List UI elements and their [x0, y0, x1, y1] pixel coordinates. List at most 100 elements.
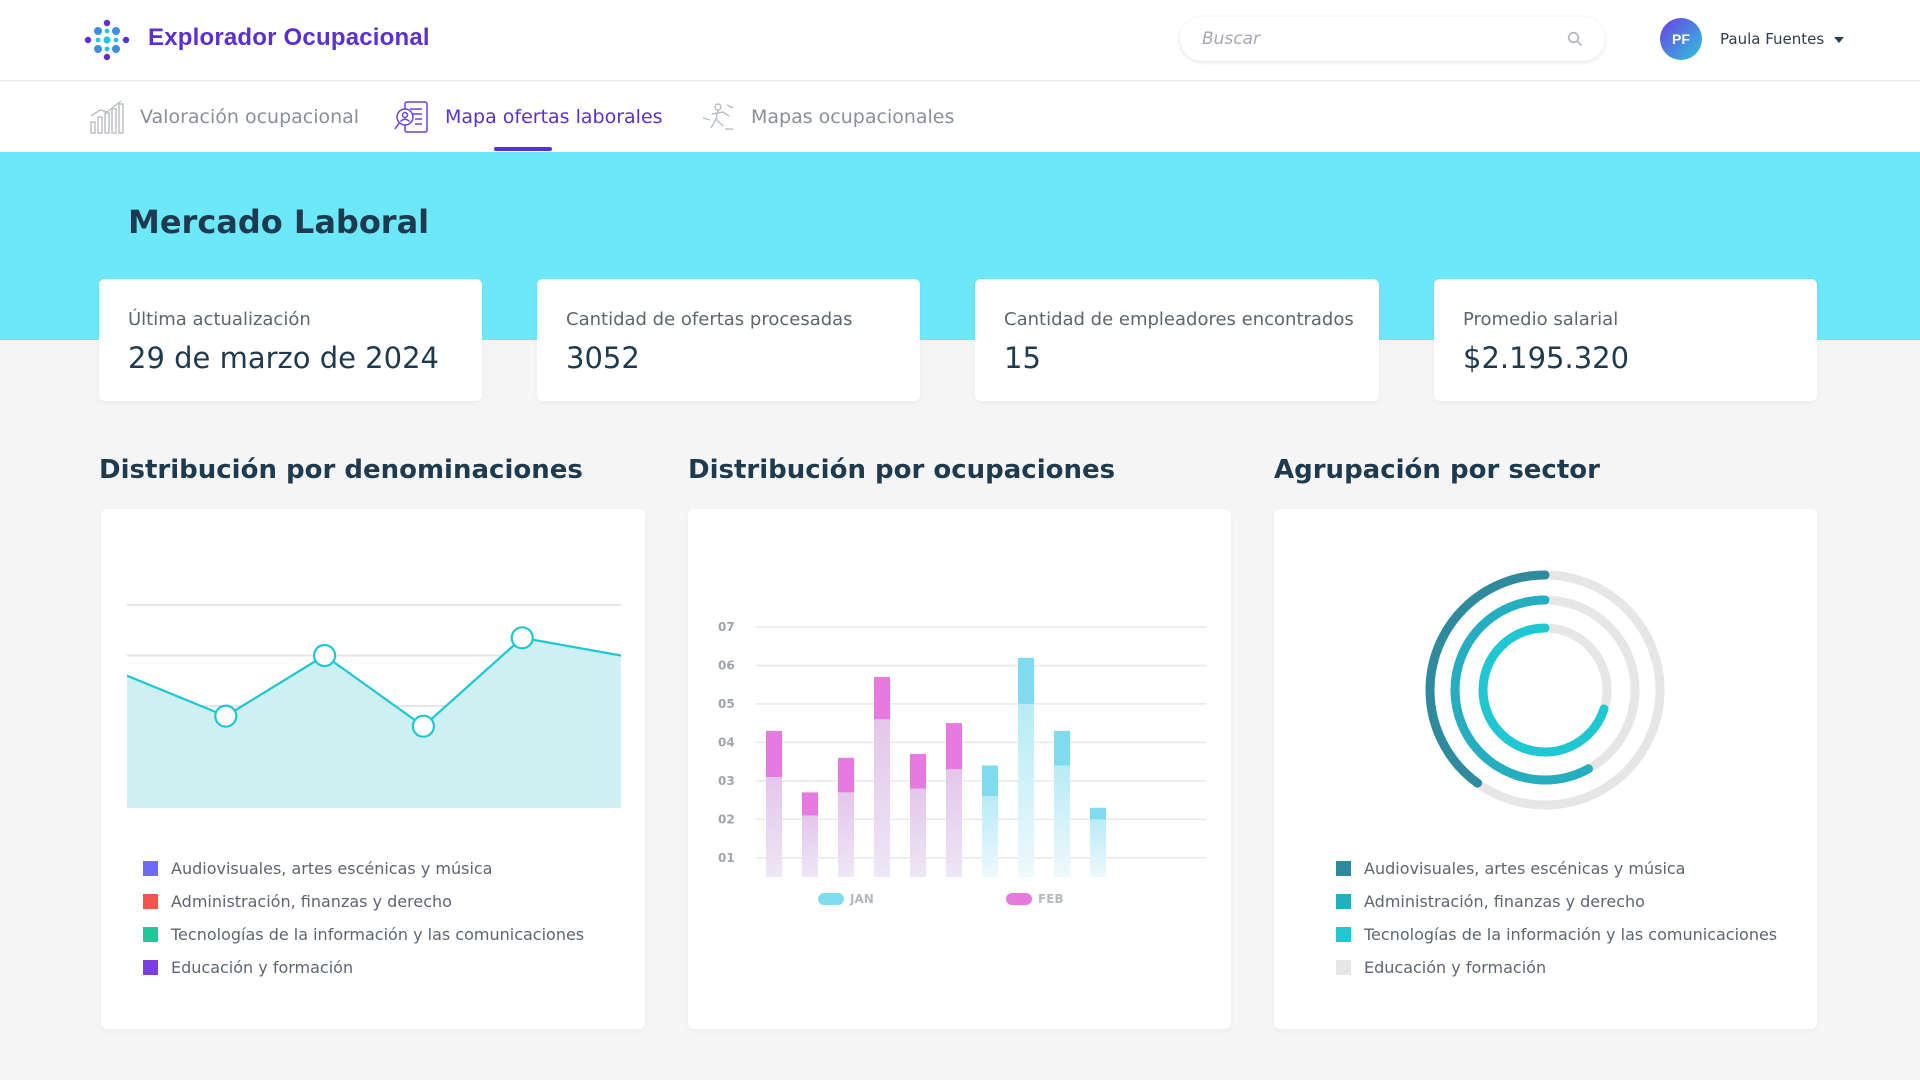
bar-segment-top[interactable]: [1018, 657, 1034, 704]
tab-label: Valoración ocupacional: [140, 106, 360, 128]
legend-swatch: [143, 894, 158, 909]
occupational-map-icon: [702, 103, 734, 130]
bar-segment-base[interactable]: [766, 777, 782, 877]
data-point[interactable]: [214, 704, 238, 728]
bar-segment-top[interactable]: [838, 757, 854, 793]
bar-segment-top[interactable]: [1054, 730, 1070, 766]
legend-swatch: [1336, 894, 1351, 909]
kpi-value: 29 de marzo de 2024: [128, 341, 439, 375]
card-ocupaciones: 01 02 03 04 05 06 07 JAN FEB: [688, 509, 1231, 1029]
user-name[interactable]: Paula Fuentes: [1720, 30, 1825, 48]
kpi-card-last-update: Última actualización 29 de marzo de 2024: [99, 279, 482, 401]
app-logo-icon[interactable]: [82, 18, 132, 62]
sector-legend-item[interactable]: Educación y formación: [1336, 951, 1777, 984]
legend-swatch: [1336, 927, 1351, 942]
bar-segment-top[interactable]: [802, 792, 818, 816]
bar-segment-base[interactable]: [910, 788, 926, 877]
ring-arc[interactable]: [1450, 595, 1640, 785]
bar-chart[interactable]: 01 02 03 04 05 06 07 JAN FEB: [718, 609, 1208, 929]
legend-label: Tecnologías de la información y las comu…: [1364, 925, 1778, 944]
ring-arc[interactable]: [1478, 623, 1612, 757]
sector-legend-item[interactable]: Audiovisuales, artes escénicas y música: [1336, 852, 1777, 885]
denominaciones-legend-item[interactable]: Administración, finanzas y derecho: [143, 885, 584, 918]
y-tick-label: 03: [718, 774, 735, 788]
data-point[interactable]: [313, 643, 337, 668]
tab-label: Mapa ofertas laborales: [445, 106, 663, 128]
legend-swatch: [143, 861, 158, 876]
legend-label: Administración, finanzas y derecho: [1364, 892, 1645, 911]
area-fill: [127, 637, 621, 807]
section-title-sector: Agrupación por sector: [1274, 455, 1600, 485]
legend-label: Audiovisuales, artes escénicas y música: [1364, 859, 1686, 878]
kpi-label: Cantidad de ofertas procesadas: [566, 309, 853, 330]
bar-segment-base[interactable]: [838, 792, 854, 877]
denominaciones-legend-item[interactable]: Audiovisuales, artes escénicas y música: [143, 852, 584, 885]
bar-segment-top[interactable]: [982, 765, 998, 797]
active-tab-indicator: [494, 147, 552, 151]
data-point[interactable]: [510, 626, 534, 650]
bar-segment-base[interactable]: [874, 719, 890, 877]
bar-segment-base[interactable]: [946, 769, 962, 877]
legend-swatch: [1336, 861, 1351, 876]
search-input[interactable]: [1202, 17, 1542, 61]
y-tick-label: 07: [718, 620, 735, 634]
kpi-value: 3052: [566, 341, 640, 375]
bar-segment-top[interactable]: [766, 730, 782, 777]
bar-segment-top[interactable]: [874, 677, 890, 720]
kpi-card-offers: Cantidad de ofertas procesadas 3052: [537, 279, 920, 401]
ring-arc[interactable]: [1425, 570, 1665, 810]
kpi-label: Promedio salarial: [1463, 309, 1619, 330]
legend-swatch: [143, 927, 158, 942]
bar-segment-base[interactable]: [802, 815, 818, 877]
legend-swatch: [818, 893, 844, 905]
card-sector: [1274, 509, 1817, 1029]
bar-chart-icon: [90, 100, 124, 134]
page-title: Mercado Laboral: [128, 203, 430, 241]
y-tick-label: 01: [718, 851, 735, 865]
legend-label: Audiovisuales, artes escénicas y música: [171, 859, 493, 878]
nav-tabs: Valoración ocupacional Mapa ofertas labo…: [0, 82, 1920, 152]
bar-segment-top[interactable]: [946, 723, 962, 770]
tab-valoracion-ocupacional[interactable]: Valoración ocupacional: [88, 82, 359, 152]
tab-mapas-ocupacionales[interactable]: Mapas ocupacionales: [699, 82, 954, 152]
legend-swatch: [1006, 893, 1032, 905]
kpi-card-employers: Cantidad de empleadores encontrados 15: [975, 279, 1379, 401]
job-offers-map-icon: [394, 101, 428, 133]
legend-label: Educación y formación: [1364, 958, 1547, 977]
bar-segment-top[interactable]: [1090, 807, 1106, 820]
section-title-ocupaciones: Distribución por ocupaciones: [688, 455, 1116, 485]
legend-label: Administración, finanzas y derecho: [171, 892, 452, 911]
bar-segment-top[interactable]: [910, 753, 926, 789]
legend-label: Educación y formación: [171, 958, 354, 977]
legend-label: JAN: [849, 892, 874, 906]
legend-label: FEB: [1038, 892, 1064, 906]
legend-label: Tecnologías de la información y las comu…: [171, 925, 585, 944]
series-line: [127, 636, 621, 728]
area-chart[interactable]: [127, 591, 621, 811]
legend-denominaciones: Audiovisuales, artes escénicas y música A…: [143, 852, 584, 984]
tab-mapa-ofertas-laborales[interactable]: Mapa ofertas laborales: [393, 82, 663, 152]
avatar[interactable]: PF: [1660, 18, 1702, 60]
kpi-value: 15: [1004, 341, 1041, 375]
section-title-denominaciones: Distribución por denominaciones: [99, 455, 583, 485]
legend-sector: Audiovisuales, artes escénicas y música A…: [1336, 852, 1777, 984]
search-box[interactable]: [1180, 17, 1605, 61]
bar-segment-base[interactable]: [982, 796, 998, 877]
search-icon[interactable]: [1567, 31, 1583, 47]
app-title[interactable]: Explorador Ocupacional: [148, 24, 430, 51]
top-bar: Explorador Ocupacional PF Paula Fuentes: [0, 0, 1920, 81]
sector-legend-item[interactable]: Tecnologías de la información y las comu…: [1336, 918, 1777, 951]
denominaciones-legend-item[interactable]: Educación y formación: [143, 951, 584, 984]
kpi-label: Cantidad de empleadores encontrados: [1004, 309, 1354, 330]
bar-segment-base[interactable]: [1018, 703, 1034, 877]
y-tick-label: 05: [718, 697, 735, 711]
bar-segment-base[interactable]: [1054, 765, 1070, 877]
bar-segment-base[interactable]: [1090, 819, 1106, 877]
y-tick-label: 06: [718, 658, 735, 672]
tab-label: Mapas ocupacionales: [751, 106, 955, 128]
radial-chart[interactable]: [1420, 565, 1670, 815]
chevron-down-icon[interactable]: [1834, 37, 1844, 43]
data-point[interactable]: [411, 714, 435, 738]
sector-legend-item[interactable]: Administración, finanzas y derecho: [1336, 885, 1777, 918]
denominaciones-legend-item[interactable]: Tecnologías de la información y las comu…: [143, 918, 584, 951]
